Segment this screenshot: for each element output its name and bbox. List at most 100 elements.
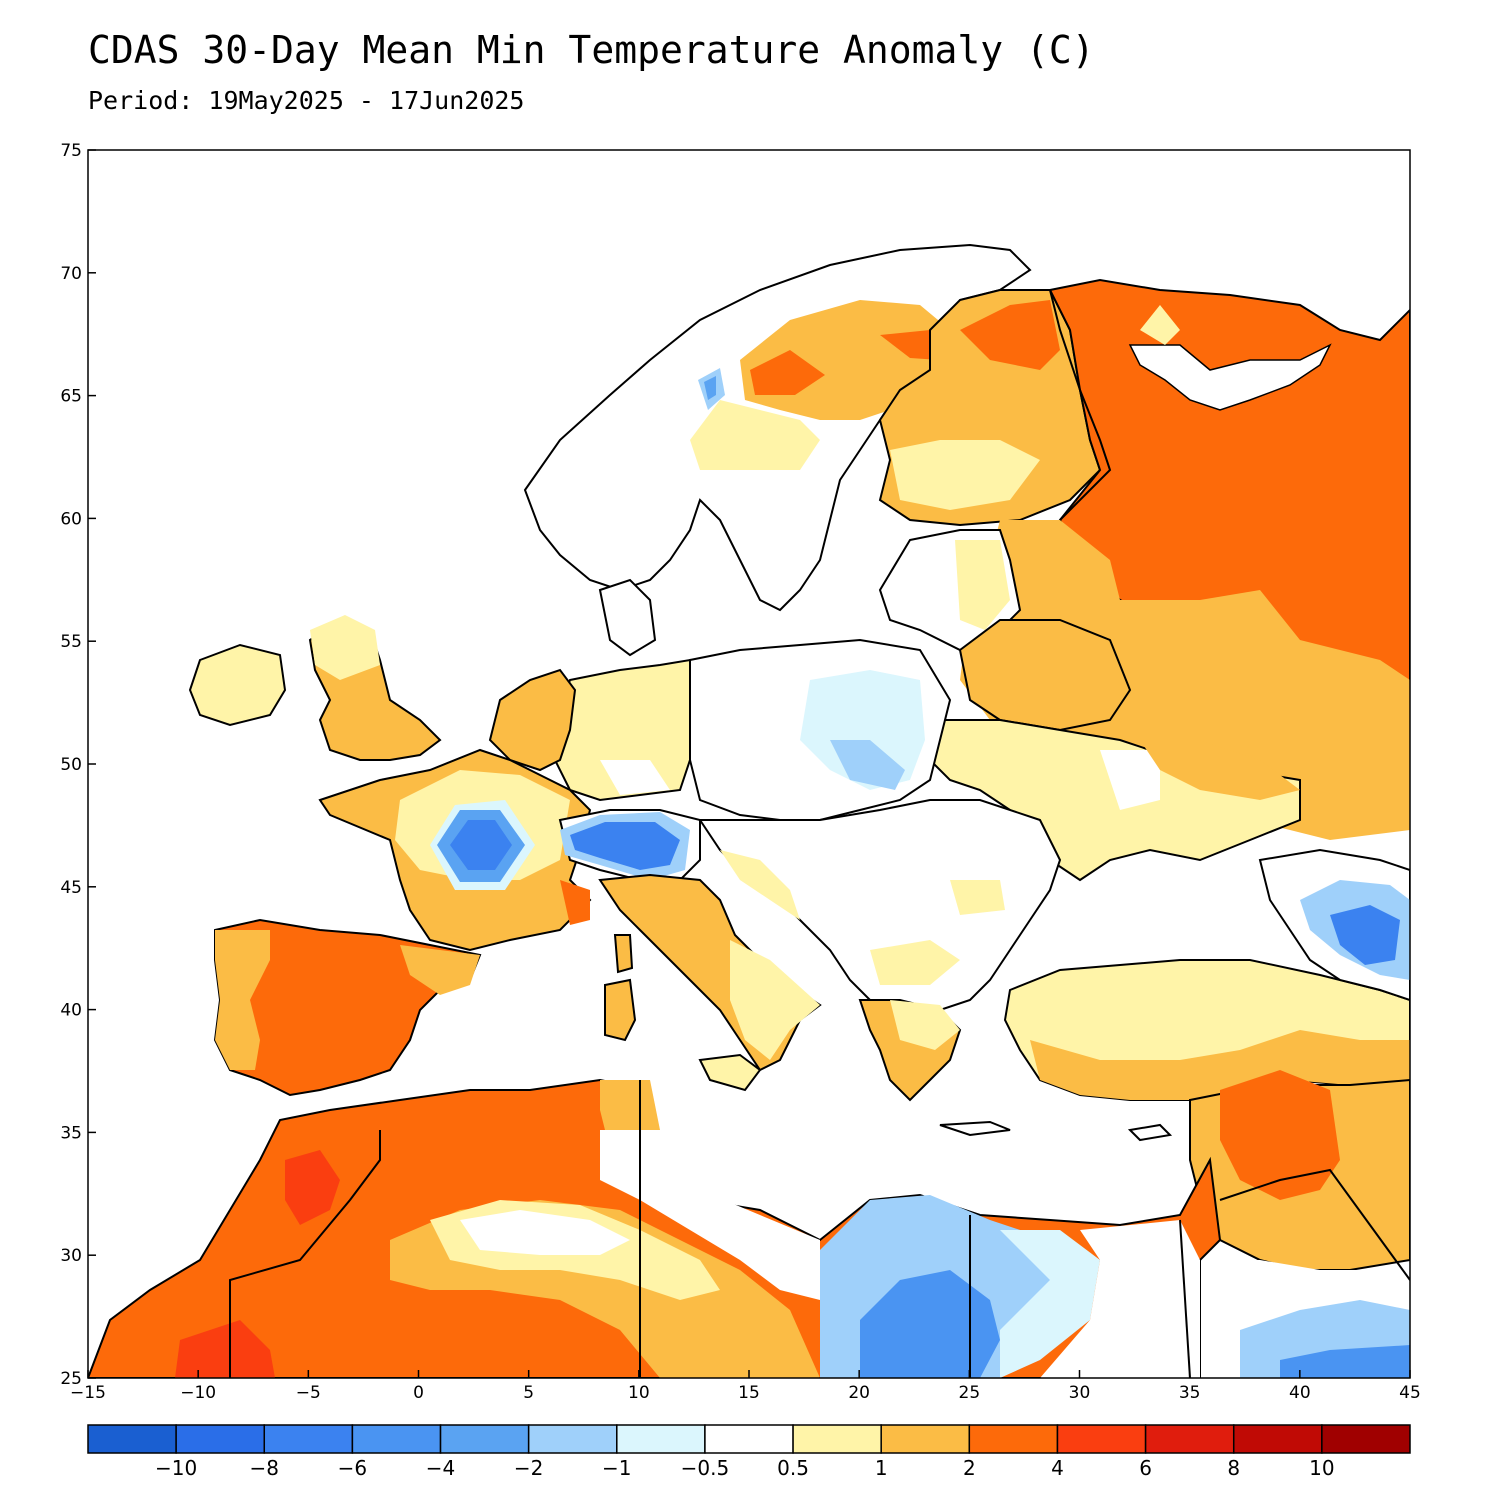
legend-swatch bbox=[616, 1424, 706, 1454]
legend-label: −2 bbox=[514, 1456, 543, 1480]
france-cold-core bbox=[450, 820, 512, 870]
legend-label: −8 bbox=[250, 1456, 279, 1480]
legend-label: 10 bbox=[1309, 1456, 1334, 1480]
x-tick-label: −10 bbox=[180, 1383, 216, 1403]
legend-label: −0.5 bbox=[681, 1456, 730, 1480]
libya-egypt-cold bbox=[860, 1270, 1000, 1378]
sicily bbox=[698, 1053, 762, 1092]
legend-label: −1 bbox=[602, 1456, 631, 1480]
map-title: CDAS 30-Day Mean Min Temperature Anomaly… bbox=[88, 28, 1095, 72]
germany-neutral-core bbox=[600, 760, 670, 795]
italy-south-mild bbox=[730, 940, 820, 1060]
croatia-mild bbox=[720, 850, 800, 920]
legend-label: 1 bbox=[875, 1456, 888, 1480]
y-tick-label: 60 bbox=[60, 509, 82, 529]
sardinia bbox=[604, 978, 637, 1042]
x-tick-label: 40 bbox=[1289, 1383, 1311, 1403]
x-tick-label: 25 bbox=[959, 1383, 981, 1403]
finland-mild bbox=[890, 440, 1040, 510]
morocco-hot bbox=[285, 1150, 340, 1225]
legend-label: −4 bbox=[426, 1456, 455, 1480]
norway-cold-core bbox=[704, 376, 716, 400]
legend-label: 6 bbox=[1139, 1456, 1152, 1480]
legend-swatch bbox=[351, 1424, 442, 1454]
legend-label: 4 bbox=[1051, 1456, 1064, 1480]
legend-swatch bbox=[175, 1424, 266, 1454]
poland-cooler bbox=[830, 740, 905, 790]
x-tick-label: 5 bbox=[523, 1383, 534, 1403]
legend-swatch bbox=[439, 1424, 530, 1454]
y-tick-label: 55 bbox=[60, 632, 82, 652]
macedonia-mild bbox=[870, 940, 960, 985]
x-tick-label: 35 bbox=[1179, 1383, 1201, 1403]
lapland-hot bbox=[880, 330, 940, 360]
color-legend: −10 −8 −6 −4 −2 −1 −0.5 0.5 1 2 4 6 8 10 bbox=[87, 1424, 1411, 1480]
legend-label: 8 bbox=[1227, 1456, 1240, 1480]
greece-mild bbox=[890, 1000, 960, 1050]
legend-label: −10 bbox=[155, 1456, 197, 1480]
ukraine-warm bbox=[1140, 740, 1300, 800]
egypt-cool-edge bbox=[1000, 1230, 1100, 1378]
norway-north-hot bbox=[750, 350, 825, 395]
country-borders bbox=[229, 289, 1410, 1378]
x-tick-label: 45 bbox=[1399, 1383, 1421, 1403]
y-tick-label: 50 bbox=[60, 755, 82, 775]
belarus-warm bbox=[958, 619, 1132, 732]
sweden-mild bbox=[690, 400, 820, 470]
x-tick-label: 10 bbox=[628, 1383, 650, 1403]
scotland-mild bbox=[310, 615, 380, 680]
y-tick-label: 30 bbox=[60, 1246, 82, 1266]
corsica bbox=[613, 934, 634, 974]
benelux-warm bbox=[488, 668, 577, 772]
denmark-land bbox=[598, 578, 657, 657]
libya-neutral bbox=[600, 1130, 820, 1300]
x-axis: −15 −10 −5 0 5 10 15 20 25 30 35 40 45 bbox=[70, 1370, 1421, 1403]
ukraine-land bbox=[928, 719, 1301, 882]
y-tick-label: 70 bbox=[60, 264, 82, 284]
white-sea bbox=[1128, 343, 1332, 411]
y-tick-label: 65 bbox=[60, 387, 82, 407]
bulgaria-mild bbox=[950, 880, 1005, 915]
legend-swatch bbox=[1321, 1424, 1411, 1454]
syria-hot bbox=[1220, 1070, 1340, 1200]
finland-east-hot bbox=[960, 300, 1060, 370]
arabia-cold bbox=[1280, 1345, 1410, 1378]
ireland bbox=[188, 643, 287, 727]
baltics-mild bbox=[955, 540, 1010, 630]
y-axis: 75 70 65 60 55 50 45 40 35 30 25 bbox=[60, 141, 96, 1389]
legend-swatch bbox=[263, 1424, 354, 1454]
y-tick-label: 75 bbox=[60, 141, 82, 161]
caucasus-cold bbox=[1330, 905, 1400, 965]
x-tick-label: −15 bbox=[70, 1383, 106, 1403]
y-tick-label: 35 bbox=[60, 1123, 82, 1143]
map-subtitle: Period: 19May2025 - 17Jun2025 bbox=[88, 86, 525, 115]
x-tick-label: 0 bbox=[413, 1383, 424, 1403]
y-tick-label: 40 bbox=[60, 1001, 82, 1021]
legend-swatch bbox=[792, 1424, 882, 1454]
turkey-warm bbox=[1030, 1030, 1410, 1100]
legend-swatch bbox=[527, 1424, 618, 1454]
legend-label: 0.5 bbox=[777, 1456, 809, 1480]
legend-swatch bbox=[968, 1424, 1059, 1454]
x-tick-label: 30 bbox=[1069, 1383, 1091, 1403]
sahara-neutral-band bbox=[460, 1210, 630, 1255]
legend-label: 2 bbox=[963, 1456, 976, 1480]
russia-central-warm bbox=[960, 520, 1410, 840]
portugal-warm bbox=[215, 930, 270, 1070]
egypt-neutral bbox=[1040, 1220, 1200, 1378]
legend-swatch bbox=[1232, 1424, 1323, 1454]
france-south-hot bbox=[560, 880, 590, 925]
crete bbox=[939, 1120, 1011, 1137]
y-tick-label: 45 bbox=[60, 878, 82, 898]
y-tick-label: 25 bbox=[60, 1369, 82, 1389]
poland-cool bbox=[800, 670, 925, 790]
western-sahara-hot bbox=[175, 1320, 275, 1378]
ukraine-east-neutral bbox=[1100, 750, 1160, 810]
legend-swatch bbox=[880, 1424, 971, 1454]
catalonia-warm bbox=[400, 945, 480, 995]
legend-swatch bbox=[1056, 1424, 1147, 1454]
legend-swatch bbox=[1144, 1424, 1235, 1454]
legend-swatch bbox=[704, 1424, 794, 1454]
x-tick-label: −5 bbox=[296, 1383, 321, 1403]
x-tick-label: 15 bbox=[738, 1383, 760, 1403]
